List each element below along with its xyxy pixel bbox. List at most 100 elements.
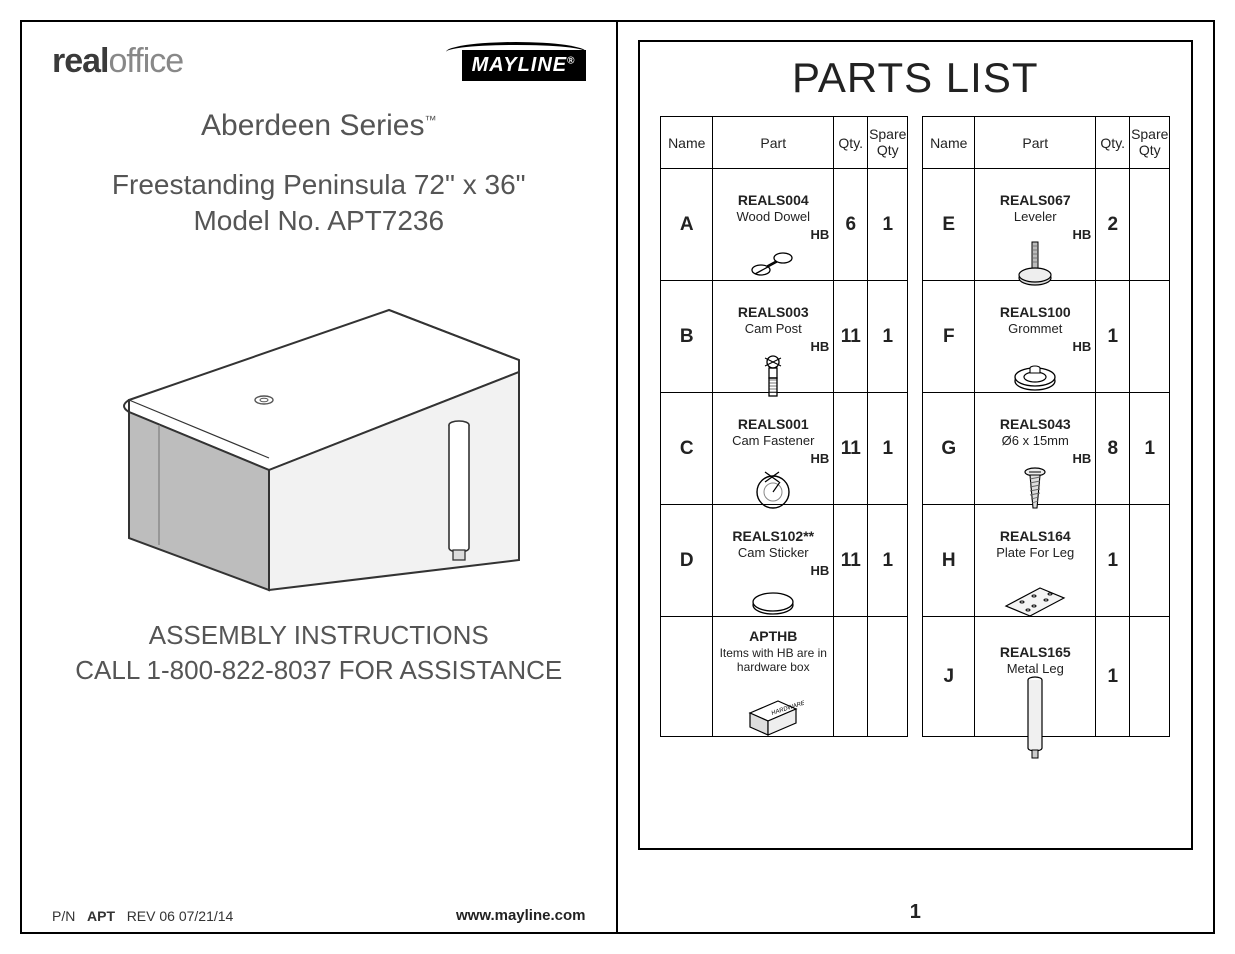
footer-pn: APT bbox=[87, 908, 115, 924]
part-name: C bbox=[661, 393, 713, 505]
parts-row: H REALS164Plate For Leg 1 bbox=[923, 505, 1170, 617]
part-spare bbox=[1130, 281, 1170, 393]
part-icon bbox=[713, 351, 833, 403]
series-title: Aberdeen Series™ bbox=[52, 109, 586, 143]
part-name: D bbox=[661, 505, 713, 617]
page-number: 1 bbox=[618, 901, 1214, 924]
product-line1: Freestanding Peninsula 72" x 36" bbox=[52, 167, 586, 203]
parts-row: G HB REALS043Ø6 x 15mm 8 1 bbox=[923, 393, 1170, 505]
parts-tables: Name Part Qty. SpareQty A HB REALS004Woo… bbox=[658, 116, 1174, 737]
parts-row: J REALS165Metal Leg 1 bbox=[923, 617, 1170, 737]
part-qty: 1 bbox=[1096, 617, 1130, 737]
product-drawing bbox=[89, 270, 549, 600]
footer-url: www.mayline.com bbox=[456, 907, 586, 924]
parts-row: E HB REALS067Leveler 2 bbox=[923, 169, 1170, 281]
th-name: Name bbox=[923, 117, 975, 169]
parts-row: D HB REALS102**Cam Sticker 11 1 bbox=[661, 505, 908, 617]
brand-mayline: MAYLINE® bbox=[462, 50, 586, 81]
footer-rev: REV 06 07/21/14 bbox=[127, 908, 234, 924]
th-name: Name bbox=[661, 117, 713, 169]
parts-frame: PARTS LIST Name Part Qty. SpareQty A HB … bbox=[638, 40, 1194, 850]
parts-row: B HB REALS003Cam Post 11 1 bbox=[661, 281, 908, 393]
part-icon bbox=[713, 239, 833, 291]
part-spare: 1 bbox=[868, 169, 908, 281]
brand-mayline-wrap: MAYLINE® bbox=[446, 42, 586, 81]
part-spare: 1 bbox=[868, 393, 908, 505]
part-icon bbox=[975, 239, 1095, 291]
part-cell: HB REALS003Cam Post bbox=[713, 281, 834, 393]
page: realoffice MAYLINE® Aberdeen Series™ Fre… bbox=[20, 20, 1215, 934]
part-name: H bbox=[923, 505, 975, 617]
part-spare: 1 bbox=[1130, 393, 1170, 505]
part-icon bbox=[975, 691, 1095, 743]
part-name: B bbox=[661, 281, 713, 393]
part-name: A bbox=[661, 169, 713, 281]
part-cell: HARDWARE APTHBItems with HB are in hardw… bbox=[713, 617, 834, 737]
part-icon bbox=[975, 351, 1095, 403]
right-panel: PARTS LIST Name Part Qty. SpareQty A HB … bbox=[618, 22, 1214, 932]
series-mark: ™ bbox=[424, 113, 436, 127]
th-part: Part bbox=[975, 117, 1096, 169]
assist-line2: CALL 1-800-822-8037 FOR ASSISTANCE bbox=[52, 653, 586, 688]
parts-row: F HB REALS100Grommet 1 bbox=[923, 281, 1170, 393]
brand-left-light: office bbox=[109, 42, 184, 80]
part-cell: REALS165Metal Leg bbox=[975, 617, 1096, 737]
part-cell: HB REALS043Ø6 x 15mm bbox=[975, 393, 1096, 505]
part-qty bbox=[834, 617, 868, 737]
parts-row: HARDWARE APTHBItems with HB are in hardw… bbox=[661, 617, 908, 737]
parts-table-right: Name Part Qty. SpareQty E HB REALS067Lev… bbox=[922, 116, 1170, 737]
part-name: E bbox=[923, 169, 975, 281]
part-qty: 2 bbox=[1096, 169, 1130, 281]
part-name: J bbox=[923, 617, 975, 737]
brand-row: realoffice MAYLINE® bbox=[52, 42, 586, 81]
part-icon: HARDWARE bbox=[713, 691, 833, 743]
part-name: F bbox=[923, 281, 975, 393]
brand-realoffice: realoffice bbox=[52, 42, 183, 81]
part-icon bbox=[713, 575, 833, 627]
part-icon bbox=[975, 575, 1095, 627]
footer-left: P/N APT REV 06 07/21/14 bbox=[52, 908, 233, 924]
part-qty: 8 bbox=[1096, 393, 1130, 505]
part-spare: 1 bbox=[868, 505, 908, 617]
part-spare bbox=[868, 617, 908, 737]
part-name: G bbox=[923, 393, 975, 505]
part-spare bbox=[1130, 505, 1170, 617]
part-spare bbox=[1130, 169, 1170, 281]
part-cell: HB REALS001Cam Fastener bbox=[713, 393, 834, 505]
parts-title: PARTS LIST bbox=[658, 54, 1174, 102]
parts-table-left: Name Part Qty. SpareQty A HB REALS004Woo… bbox=[660, 116, 908, 737]
th-qty: Qty. bbox=[1096, 117, 1130, 169]
product-line2: Model No. APT7236 bbox=[52, 203, 586, 239]
th-spare: SpareQty bbox=[868, 117, 908, 169]
part-qty: 1 bbox=[1096, 281, 1130, 393]
parts-row: A HB REALS004Wood Dowel 6 1 bbox=[661, 169, 908, 281]
brand-right-mark: ® bbox=[567, 55, 575, 66]
part-cell: HB REALS004Wood Dowel bbox=[713, 169, 834, 281]
part-qty: 1 bbox=[1096, 505, 1130, 617]
part-cell: HB REALS100Grommet bbox=[975, 281, 1096, 393]
brand-right-text: MAYLINE bbox=[472, 54, 568, 76]
assist-block: ASSEMBLY INSTRUCTIONS CALL 1-800-822-803… bbox=[52, 618, 586, 688]
part-spare: 1 bbox=[868, 281, 908, 393]
parts-row: C HB REALS001Cam Fastener 11 1 bbox=[661, 393, 908, 505]
assist-line1: ASSEMBLY INSTRUCTIONS bbox=[52, 618, 586, 653]
part-qty: 6 bbox=[834, 169, 868, 281]
part-qty: 11 bbox=[834, 393, 868, 505]
product-title: Freestanding Peninsula 72" x 36" Model N… bbox=[52, 167, 586, 240]
series-text: Aberdeen Series bbox=[201, 109, 424, 142]
footer-pn-label: P/N bbox=[52, 908, 75, 924]
brand-left-bold: real bbox=[52, 42, 109, 80]
part-icon bbox=[713, 463, 833, 515]
part-cell: HB REALS067Leveler bbox=[975, 169, 1096, 281]
part-qty: 11 bbox=[834, 505, 868, 617]
th-qty: Qty. bbox=[834, 117, 868, 169]
part-cell: REALS164Plate For Leg bbox=[975, 505, 1096, 617]
th-spare: SpareQty bbox=[1130, 117, 1170, 169]
part-icon bbox=[975, 463, 1095, 515]
left-panel: realoffice MAYLINE® Aberdeen Series™ Fre… bbox=[22, 22, 618, 932]
th-part: Part bbox=[713, 117, 834, 169]
part-qty: 11 bbox=[834, 281, 868, 393]
part-cell: HB REALS102**Cam Sticker bbox=[713, 505, 834, 617]
part-spare bbox=[1130, 617, 1170, 737]
part-name bbox=[661, 617, 713, 737]
